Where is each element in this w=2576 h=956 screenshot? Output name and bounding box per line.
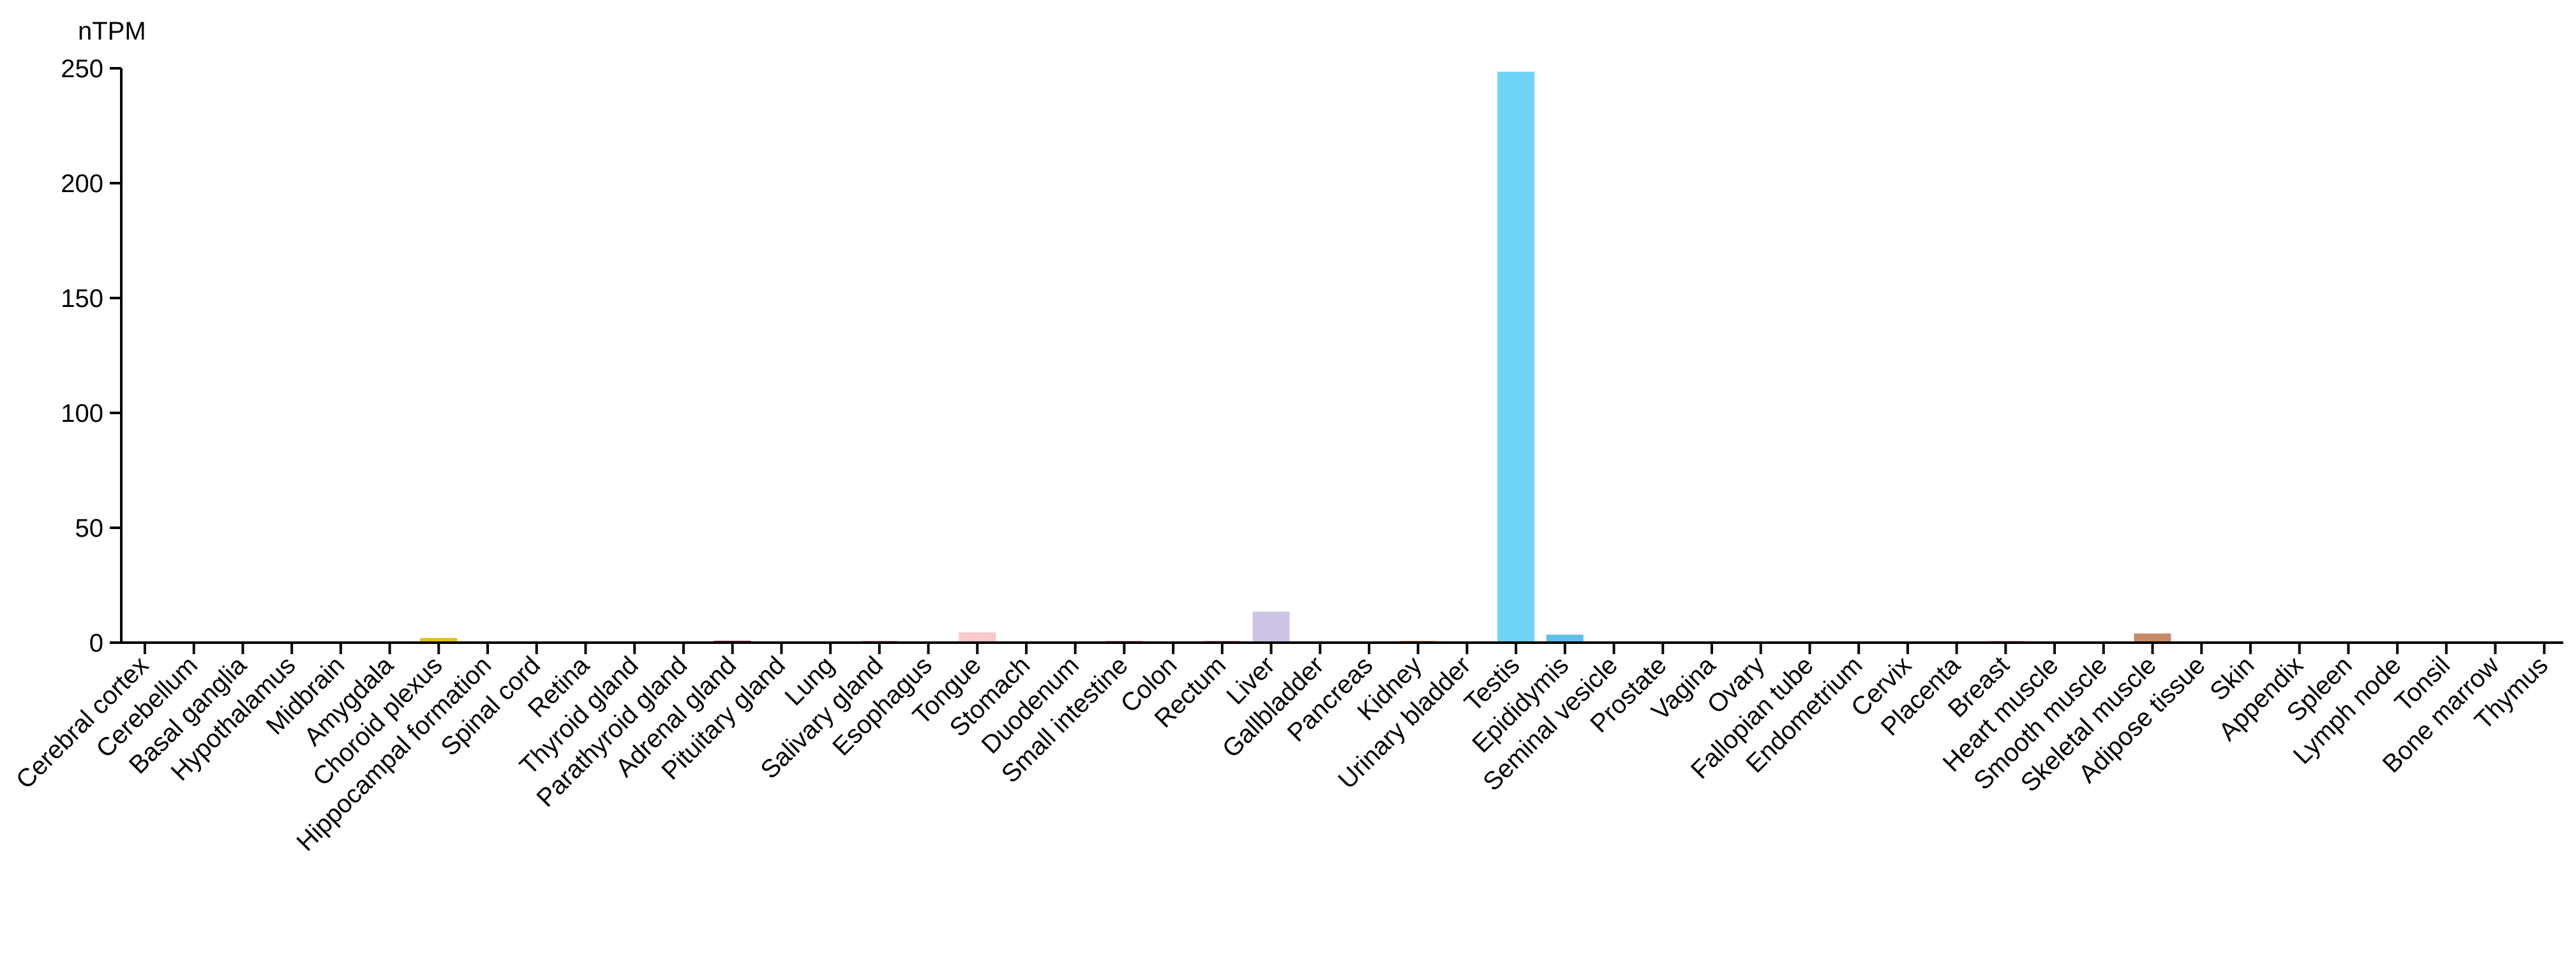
y-tick-label: 100 (61, 400, 103, 428)
y-tick-label: 0 (89, 629, 103, 657)
bar[interactable] (1497, 71, 1535, 643)
x-axis-ticks (144, 643, 2546, 654)
bar[interactable] (1546, 634, 1584, 643)
y-tick-label: 250 (61, 55, 103, 83)
y-axis-ticks: 0 50 100 150 200 250 (61, 55, 121, 657)
bar[interactable] (420, 638, 458, 643)
bars-group (420, 71, 2171, 643)
bar[interactable] (1252, 611, 1290, 643)
y-tick-label: 50 (75, 514, 104, 542)
y-tick-label: 150 (61, 285, 103, 313)
y-tick-label: 200 (61, 170, 103, 198)
bar[interactable] (2134, 633, 2171, 643)
y-axis-unit-label: nTPM (78, 17, 146, 45)
bar[interactable] (959, 632, 996, 643)
